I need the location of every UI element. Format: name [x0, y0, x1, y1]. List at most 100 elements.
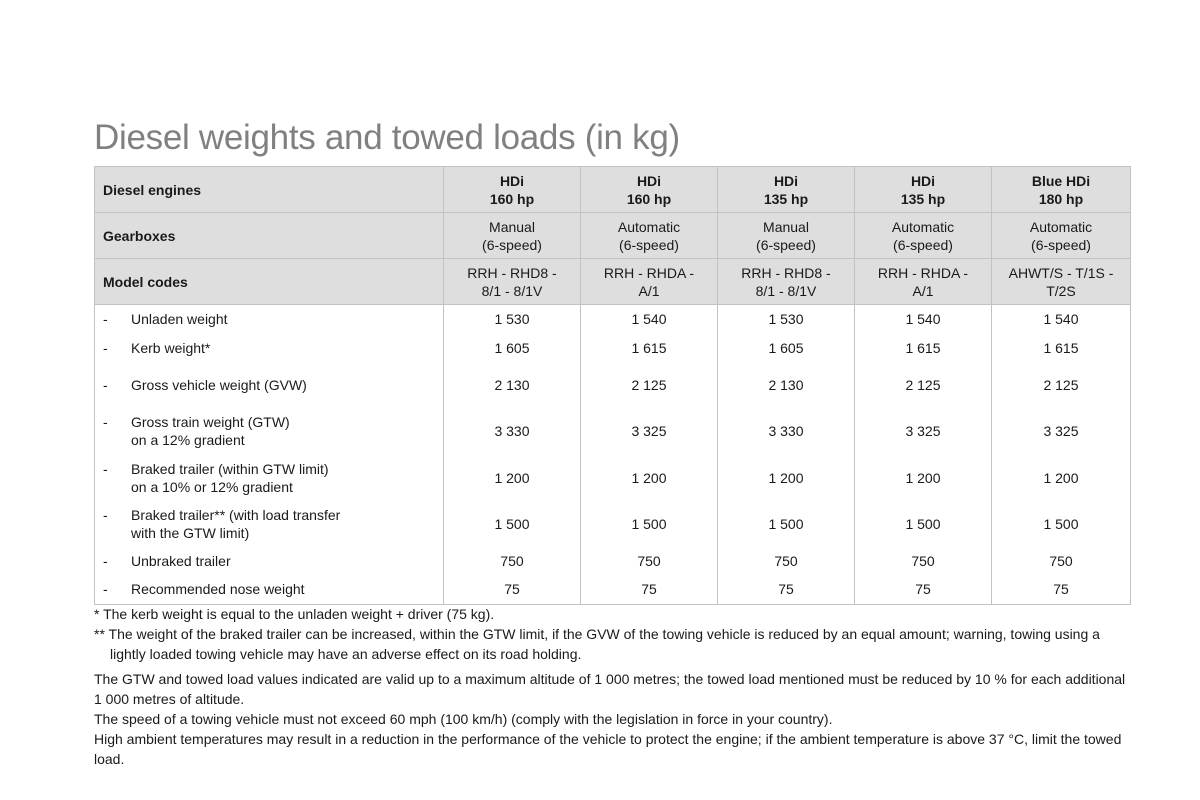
row-label-cell: - Kerb weight* — [94, 332, 444, 363]
page-title: Diesel weights and towed loads (in kg) — [94, 118, 680, 157]
value-cell: 1 200 — [443, 454, 581, 501]
header-cell: RRH - RHD8 - 8/1 - 8/1V — [443, 258, 581, 305]
header-cell: Manual (6-speed) — [443, 212, 581, 259]
value-cell: 75 — [443, 574, 581, 605]
table-row: - Braked trailer** (with load transfer wi… — [94, 500, 1131, 547]
value-cell: 1 540 — [580, 304, 718, 333]
value-cell: 2 125 — [854, 362, 992, 407]
row-label: Braked trailer** (with load transfer wit… — [131, 506, 341, 541]
weights-table: Diesel engines HDi 160 hp HDi 160 hp HDi 13… — [94, 166, 1131, 605]
value-cell: 3 325 — [580, 406, 718, 455]
value-cell: 1 500 — [580, 500, 718, 547]
row-label-cell: - Gross train weight (GTW) on a 12% gradi… — [94, 406, 444, 455]
bullet-dash: - — [103, 376, 108, 393]
header-cell: HDi 135 hp — [854, 166, 992, 213]
value-cell: 75 — [854, 574, 992, 605]
altitude-note: The GTW and towed load values indicated … — [94, 671, 1126, 707]
table-row: - Unladen weight 1 530 1 540 1 530 1 540 1 540 — [94, 304, 1131, 333]
bullet-dash: - — [103, 581, 108, 598]
header-row: Diesel engines HDi 160 hp HDi 160 hp HDi 13… — [94, 166, 1131, 213]
table-row: - Braked trailer (within GTW limit) on a … — [94, 454, 1131, 501]
header-row: Gearboxes Manual (6-speed) Automatic (6-sp… — [94, 212, 1131, 259]
value-cell: 1 500 — [717, 500, 855, 547]
value-cell: 1 500 — [991, 500, 1131, 547]
row-label: Braked trailer (within GTW limit) on a 1… — [131, 460, 329, 495]
value-cell: 1 530 — [443, 304, 581, 333]
table-row: - Gross train weight (GTW) on a 12% gradi… — [94, 406, 1131, 455]
row-label: Kerb weight* — [131, 339, 211, 356]
footnote-kerb-weight: * The kerb weight is equal to the unlade… — [94, 606, 495, 622]
header-cell: HDi 160 hp — [580, 166, 718, 213]
header-label: Diesel engines — [94, 166, 444, 213]
row-label: Unbraked trailer — [131, 552, 231, 569]
value-cell: 750 — [854, 546, 992, 575]
value-cell: 2 125 — [580, 362, 718, 407]
value-cell: 2 130 — [443, 362, 581, 407]
value-cell: 1 200 — [717, 454, 855, 501]
footnote-braked-trailer: ** The weight of the braked trailer can … — [94, 626, 1100, 662]
row-label: Recommended nose weight — [131, 581, 305, 598]
value-cell: 2 130 — [717, 362, 855, 407]
header-cell: HDi 160 hp — [443, 166, 581, 213]
row-label-cell: - Unladen weight — [94, 304, 444, 333]
value-cell: 750 — [580, 546, 718, 575]
value-cell: 3 330 — [717, 406, 855, 455]
speed-note: The speed of a towing vehicle must not e… — [94, 711, 833, 727]
row-label-cell: - Recommended nose weight — [94, 574, 444, 605]
row-label: Gross train weight (GTW) on a 12% gradie… — [131, 413, 290, 448]
table-row: - Unbraked trailer 750 750 750 750 750 — [94, 546, 1131, 575]
header-cell: Manual (6-speed) — [717, 212, 855, 259]
header-row: Model codes RRH - RHD8 - 8/1 - 8/1V RRH - … — [94, 258, 1131, 305]
header-cell: Automatic (6-speed) — [580, 212, 718, 259]
header-label: Model codes — [94, 258, 444, 305]
value-cell: 3 325 — [854, 406, 992, 455]
value-cell: 75 — [580, 574, 718, 605]
value-cell: 1 615 — [854, 332, 992, 363]
value-cell: 750 — [443, 546, 581, 575]
value-cell: 3 325 — [991, 406, 1131, 455]
row-label-cell: - Unbraked trailer — [94, 546, 444, 575]
row-label-cell: - Gross vehicle weight (GVW) — [94, 362, 444, 407]
bullet-dash: - — [103, 552, 108, 569]
value-cell: 75 — [717, 574, 855, 605]
value-cell: 1 200 — [991, 454, 1131, 501]
header-cell: RRH - RHDA - A/1 — [580, 258, 718, 305]
value-cell: 1 615 — [580, 332, 718, 363]
value-cell: 1 500 — [443, 500, 581, 547]
header-cell: Automatic (6-speed) — [854, 212, 992, 259]
temperature-note: High ambient temperatures may result in … — [94, 731, 1122, 767]
bullet-dash: - — [103, 413, 108, 430]
header-cell: HDi 135 hp — [717, 166, 855, 213]
table-row: - Gross vehicle weight (GVW) 2 130 2 125 2 1… — [94, 362, 1131, 407]
bullet-dash: - — [103, 460, 108, 477]
value-cell: 1 605 — [443, 332, 581, 363]
row-label: Gross vehicle weight (GVW) — [131, 376, 307, 393]
value-cell: 750 — [717, 546, 855, 575]
header-cell: RRH - RHDA - A/1 — [854, 258, 992, 305]
header-cell: Blue HDi 180 hp — [991, 166, 1131, 213]
header-cell: Automatic (6-speed) — [991, 212, 1131, 259]
value-cell: 1 530 — [717, 304, 855, 333]
value-cell: 1 200 — [854, 454, 992, 501]
table-row: - Kerb weight* 1 605 1 615 1 605 1 615 1 615 — [94, 332, 1131, 363]
notes: * The kerb weight is equal to the unlade… — [94, 604, 1134, 769]
table-row: - Recommended nose weight 75 75 75 75 75 — [94, 574, 1131, 605]
value-cell: 1 540 — [991, 304, 1131, 333]
value-cell: 1 200 — [580, 454, 718, 501]
value-cell: 750 — [991, 546, 1131, 575]
header-cell: AHWT/S - T/1S - T/2S — [991, 258, 1131, 305]
bullet-dash: - — [103, 506, 108, 523]
bullet-dash: - — [103, 339, 108, 356]
row-label-cell: - Braked trailer** (with load transfer wi… — [94, 500, 444, 547]
value-cell: 3 330 — [443, 406, 581, 455]
value-cell: 2 125 — [991, 362, 1131, 407]
header-label: Gearboxes — [94, 212, 444, 259]
value-cell: 1 500 — [854, 500, 992, 547]
header-cell: RRH - RHD8 - 8/1 - 8/1V — [717, 258, 855, 305]
value-cell: 75 — [991, 574, 1131, 605]
row-label-cell: - Braked trailer (within GTW limit) on a … — [94, 454, 444, 501]
value-cell: 1 605 — [717, 332, 855, 363]
value-cell: 1 615 — [991, 332, 1131, 363]
bullet-dash: - — [103, 310, 108, 327]
value-cell: 1 540 — [854, 304, 992, 333]
